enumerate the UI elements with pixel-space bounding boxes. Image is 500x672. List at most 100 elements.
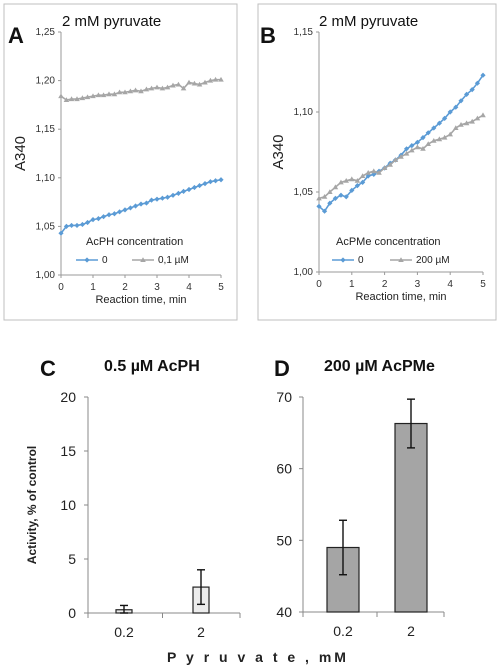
y-tick-label: 70 [276, 389, 292, 405]
bar-2 [394, 422, 428, 613]
y-tick-label: 0 [68, 605, 76, 621]
x-tick-label: 2 [407, 623, 415, 639]
data-point [106, 91, 112, 97]
legend-swatch-marker [84, 257, 90, 263]
legend-title: AcPMe concentration [336, 236, 441, 248]
data-point [63, 223, 70, 229]
data-point [458, 98, 464, 104]
data-point [74, 222, 80, 229]
panel-a-title: 2 mM pyruvate [62, 13, 161, 30]
data-point [360, 179, 366, 185]
x-axis-label: Reaction time, min [355, 291, 446, 303]
data-point [148, 197, 155, 203]
data-point [79, 95, 86, 101]
data-point [127, 205, 134, 211]
data-point [79, 221, 86, 228]
data-point [191, 184, 198, 191]
data-point [441, 134, 448, 140]
y-tick-label: 1,25 [36, 27, 56, 38]
data-point [207, 179, 214, 185]
panel-d-title: 200 µM AcPMe [324, 358, 435, 375]
data-point [84, 94, 91, 100]
data-point [425, 130, 431, 136]
data-point [212, 178, 219, 184]
data-point [170, 82, 176, 88]
data-point [321, 194, 328, 199]
data-point [58, 93, 64, 99]
data-point [207, 77, 214, 83]
data-point [116, 89, 123, 95]
legend-swatch-marker [140, 257, 146, 262]
y-tick-label: 1,05 [36, 221, 56, 232]
data-point [196, 81, 203, 87]
data-point [458, 122, 464, 127]
data-point [116, 209, 123, 215]
x-tick-label: 2 [197, 624, 205, 640]
data-point [381, 165, 388, 170]
data-point [159, 195, 166, 201]
data-point [414, 139, 420, 145]
legend-entry: 0 [102, 255, 108, 266]
data-point [332, 184, 339, 190]
data-point [186, 79, 192, 85]
data-point [58, 230, 64, 236]
data-point [138, 201, 144, 207]
data-point [403, 150, 410, 156]
x-tick-label: 4 [447, 279, 453, 290]
data-point [463, 120, 470, 126]
data-point [409, 143, 415, 149]
data-point [180, 188, 187, 195]
y-tick-label: 1,10 [294, 107, 314, 118]
data-point [327, 200, 333, 206]
data-point [327, 189, 333, 194]
legend-entry: 0,1 µM [158, 255, 189, 266]
data-point [343, 178, 350, 183]
y-tick-label: 10 [60, 497, 76, 513]
legend-entry: 0 [358, 255, 364, 266]
data-point [414, 144, 421, 150]
panel-a-frame [3, 3, 238, 321]
y-tick-label: 50 [276, 532, 292, 548]
y-axis-label: A340 [12, 136, 29, 171]
data-point [338, 192, 344, 198]
data-point [90, 93, 96, 99]
data-point [196, 182, 203, 189]
x-tick-label: 0.2 [333, 623, 353, 639]
data-point [111, 91, 118, 97]
data-point [436, 120, 442, 126]
data-point [159, 85, 166, 91]
data-point [392, 157, 399, 162]
data-point [143, 200, 150, 206]
data-point [164, 84, 171, 90]
data-point [403, 146, 410, 152]
x-axis-label: Reaction time, min [95, 294, 186, 306]
data-point [63, 97, 70, 103]
panel-a-plot: 1,00 1,05 1,10 1,15 1,20 1,25 0 1 2 3 4 5 Reaction t… [12, 27, 224, 306]
x-tick-label: 5 [218, 282, 224, 293]
data-point [447, 109, 453, 115]
data-point [420, 146, 426, 151]
data-point [84, 219, 91, 226]
data-point [464, 91, 470, 97]
data-point [132, 87, 139, 93]
x-tick-label: 1 [349, 279, 355, 290]
data-point [212, 76, 219, 82]
panel-c-title: 0.5 µM AcPH [104, 358, 200, 375]
data-point [474, 80, 481, 86]
data-point [138, 88, 144, 94]
data-point [431, 138, 437, 143]
data-point [68, 96, 75, 102]
data-point [354, 183, 360, 189]
data-point [452, 125, 459, 130]
data-point [469, 87, 475, 93]
data-point [90, 216, 96, 223]
data-point [154, 196, 160, 202]
data-point [480, 112, 486, 118]
x-tick-label: 0.2 [114, 624, 134, 640]
data-point [175, 190, 182, 196]
x-tick-label: 3 [415, 279, 421, 290]
data-point [447, 131, 453, 137]
data-point [453, 104, 459, 110]
x-tick-label: 0 [58, 282, 64, 293]
